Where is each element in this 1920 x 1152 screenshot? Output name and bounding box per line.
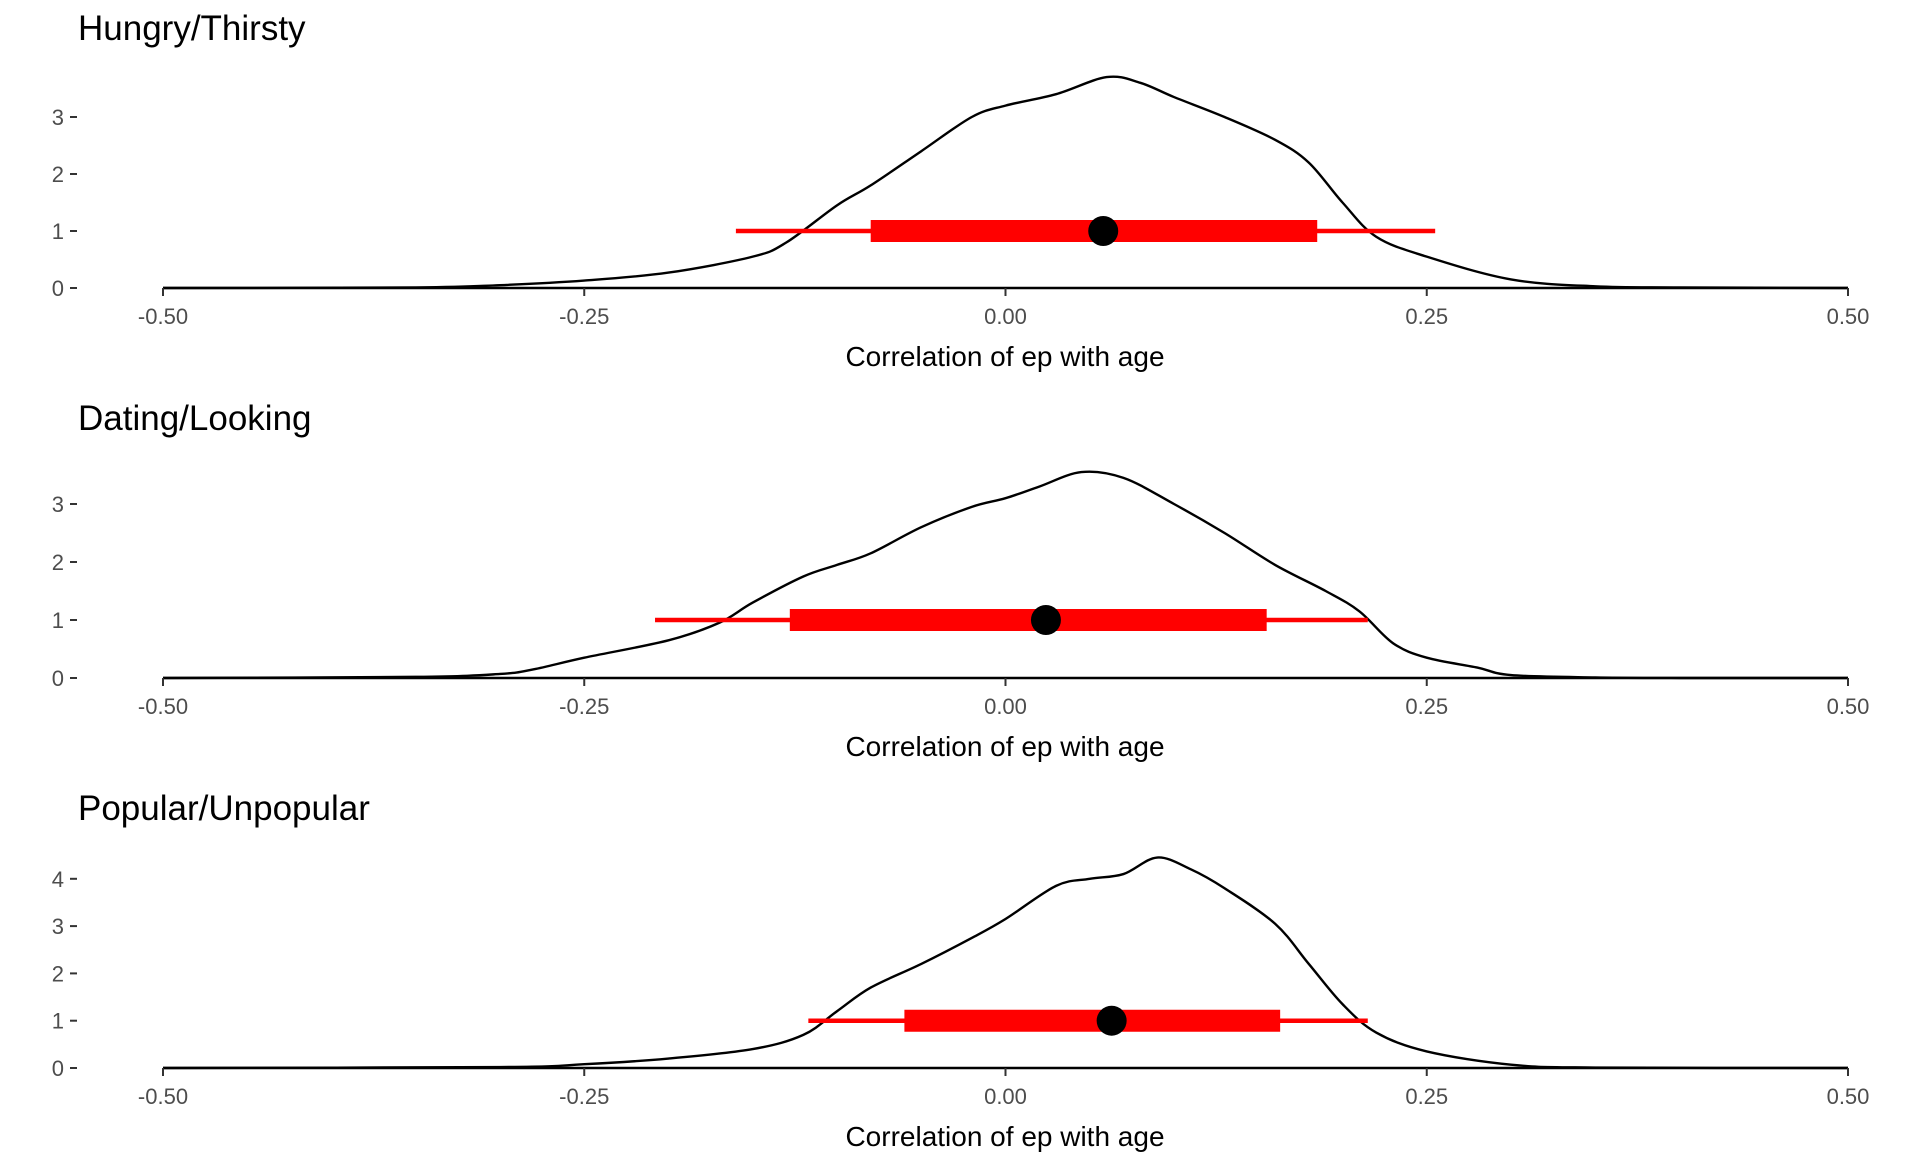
x-tick-label: 0.00 [984, 694, 1027, 719]
panel-popular-unpopular: Popular/Unpopular 0 1 2 3 4 -0.50 -0.25 0.00 0.… [52, 789, 1870, 1152]
x-tick-label: -0.50 [138, 1084, 188, 1109]
y-tick-label: 2 [52, 961, 64, 986]
panel-title: Popular/Unpopular [78, 789, 370, 828]
point-estimate-dot [1096, 1005, 1127, 1036]
x-axis: -0.50 -0.25 0.00 0.25 0.50 [138, 1068, 1869, 1109]
x-tick-label: 0.50 [1827, 694, 1870, 719]
x-tick-label: 0.25 [1405, 694, 1448, 719]
x-axis: -0.50 -0.25 0.00 0.25 0.50 [138, 678, 1869, 719]
panel-hungry-thirsty: Hungry/Thirsty 0 1 2 3 -0.50 -0.25 0.00 0.25 0.… [52, 9, 1870, 372]
x-axis-title: Correlation of ep with age [845, 341, 1164, 372]
plot-area [162, 856, 1849, 1070]
x-tick-label: 0.25 [1405, 304, 1448, 329]
density-curve [162, 470, 1848, 680]
point-estimate-dot [1088, 216, 1119, 246]
y-tick-label: 3 [52, 492, 64, 517]
y-tick-label: 2 [52, 550, 64, 575]
x-tick-label: -0.25 [559, 1084, 609, 1109]
x-tick-label: 0.00 [984, 1084, 1027, 1109]
x-tick-label: -0.25 [559, 694, 609, 719]
y-tick-label: 1 [52, 219, 64, 244]
y-tick-label: 0 [52, 666, 64, 691]
point-estimate-dot [1030, 605, 1061, 635]
y-tick-label: 1 [52, 1009, 64, 1034]
y-tick-label: 2 [52, 162, 64, 187]
x-axis: -0.50 -0.25 0.00 0.25 0.50 [138, 288, 1869, 329]
plot-area [162, 470, 1848, 680]
y-axis: 0 1 2 3 4 [52, 867, 77, 1081]
density-curve [162, 75, 1849, 290]
x-tick-label: 0.50 [1827, 1084, 1870, 1109]
x-axis-title: Correlation of ep with age [845, 731, 1164, 762]
y-tick-label: 0 [52, 276, 64, 301]
y-tick-label: 4 [52, 867, 64, 892]
x-tick-label: -0.50 [138, 304, 188, 329]
panel-dating-looking: Dating/Looking 0 1 2 3 -0.50 -0.25 0.00 0.25 0.… [52, 399, 1870, 762]
y-tick-label: 3 [52, 105, 64, 130]
x-axis-title: Correlation of ep with age [845, 1121, 1164, 1152]
density-curve [162, 856, 1849, 1070]
x-tick-label: 0.00 [984, 304, 1027, 329]
x-tick-label: 0.25 [1405, 1084, 1448, 1109]
panel-title: Dating/Looking [78, 399, 312, 438]
y-tick-label: 3 [52, 914, 64, 939]
y-tick-label: 1 [52, 608, 64, 633]
plot-area [162, 75, 1849, 290]
y-axis: 0 1 2 3 [52, 492, 77, 691]
y-axis: 0 1 2 3 [52, 105, 77, 301]
panel-title: Hungry/Thirsty [78, 9, 306, 48]
x-tick-label: -0.50 [138, 694, 188, 719]
x-tick-label: -0.25 [559, 304, 609, 329]
x-tick-label: 0.50 [1827, 304, 1870, 329]
y-tick-label: 0 [52, 1056, 64, 1081]
